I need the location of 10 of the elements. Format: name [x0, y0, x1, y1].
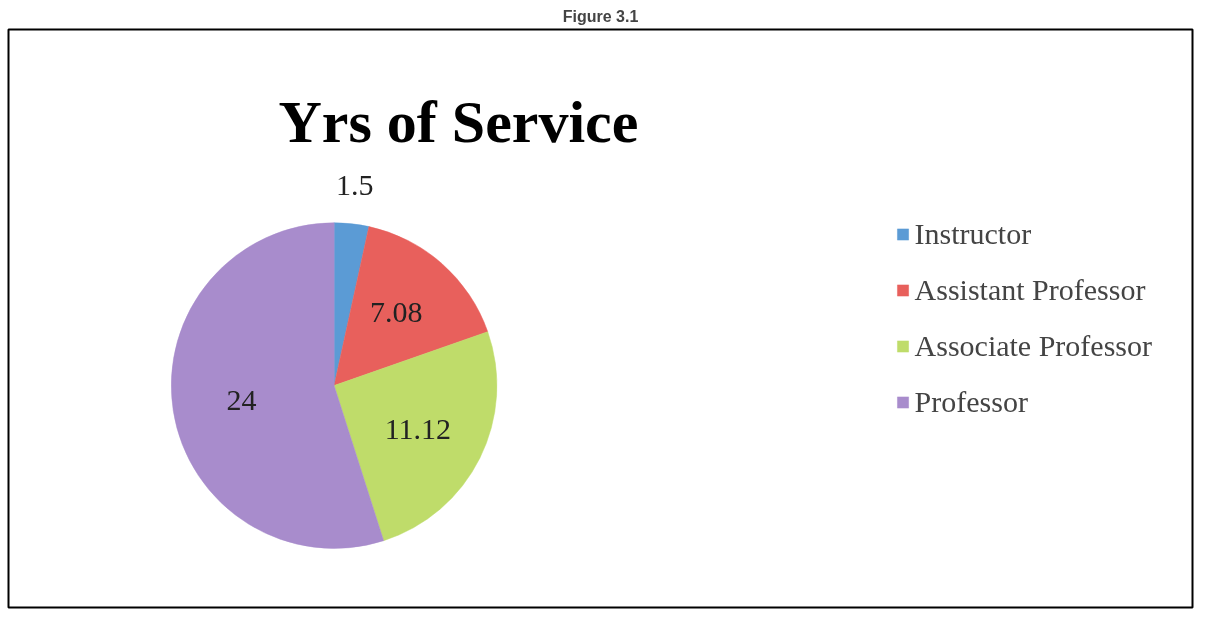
legend-label: Assistant Professor	[914, 273, 1146, 307]
chart-title: Yrs of Service	[278, 89, 639, 156]
legend-label: Professor	[914, 385, 1028, 419]
legend-label: Associate Professor	[914, 329, 1152, 363]
data-label: 11.12	[384, 411, 452, 445]
data-label: 24	[226, 383, 257, 417]
caption: Figure 3.1	[562, 7, 639, 25]
data-label: 7.08	[369, 294, 423, 328]
data-label: 1.5	[336, 168, 374, 202]
legend-label: Instructor	[914, 217, 1032, 251]
